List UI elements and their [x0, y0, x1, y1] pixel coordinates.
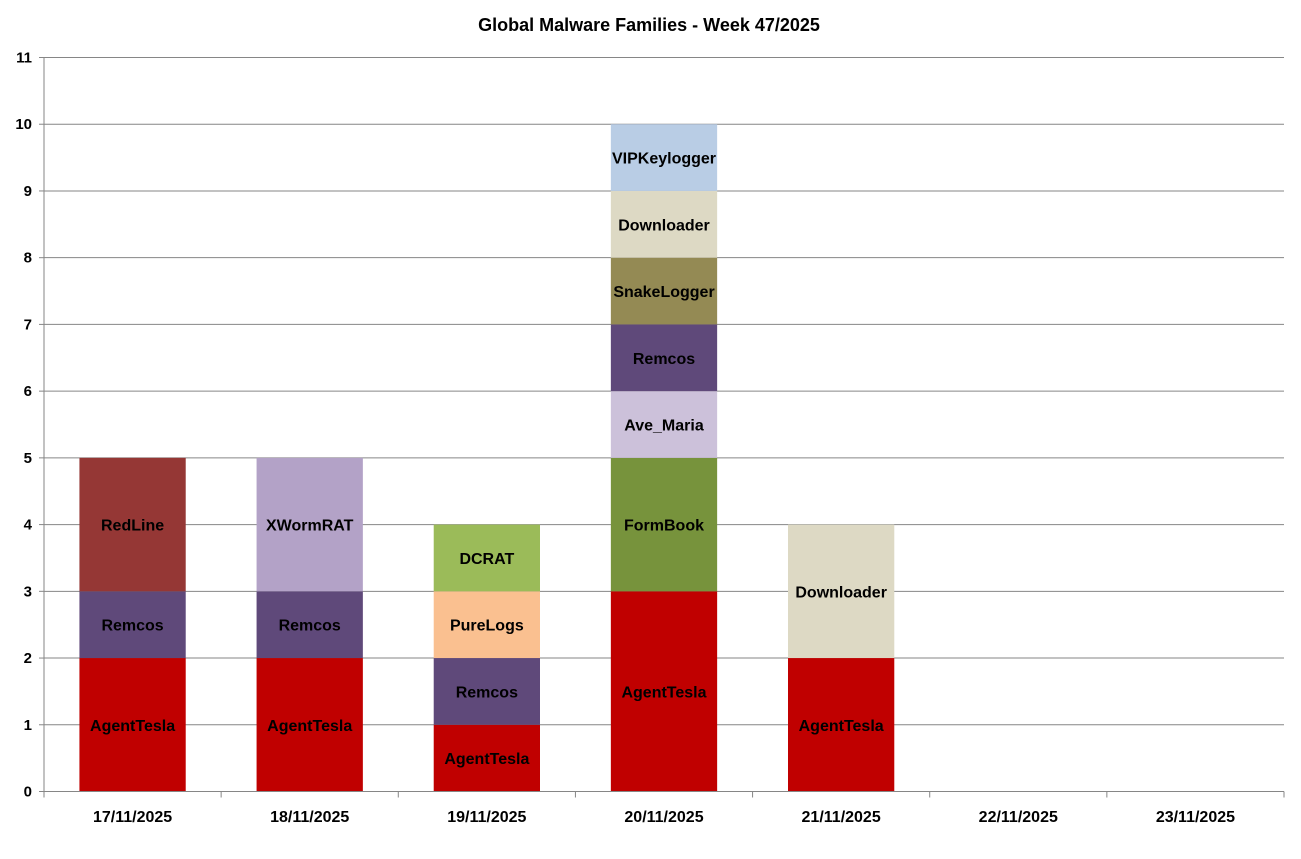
y-tick-label-3: 3	[24, 583, 32, 600]
data-label-18/11/2025-AgentTesla: AgentTesla	[267, 718, 352, 735]
data-label-20/11/2025-AgentTesla: AgentTesla	[621, 684, 706, 701]
x-tick-label-17/11/2025: 17/11/2025	[93, 809, 172, 826]
bar-segment-20/11/2025-FormBook	[610, 457, 718, 592]
y-tick-label-0: 0	[24, 784, 32, 801]
data-label-20/11/2025-Downloader: Downloader	[618, 217, 710, 234]
data-label-18/11/2025-XWormRAT: XWormRAT	[266, 518, 354, 535]
y-tick-label-6: 6	[24, 383, 32, 400]
bars: AgentTesla Remcos RedLine AgentTesla Remcos X…	[79, 124, 895, 792]
x-tick-label-18/11/2025: 18/11/2025	[270, 809, 349, 826]
data-label-19/11/2025-PureLogs: PureLogs	[450, 618, 524, 635]
data-label-21/11/2025-Downloader: Downloader	[795, 584, 887, 601]
data-label-20/11/2025-Remcos: Remcos	[633, 351, 695, 368]
x-axis-tick-labels: 17/11/2025 18/11/2025 19/11/2025 20/11/2025…	[93, 809, 1235, 826]
bar-segment-21/11/2025-AgentTesla	[788, 658, 895, 792]
bar-segment-20/11/2025-Downloader	[610, 190, 718, 258]
y-tick-label-7: 7	[24, 316, 32, 333]
bar-segment-20/11/2025-AgentTesla	[610, 591, 718, 792]
data-label-21/11/2025-AgentTesla: AgentTesla	[799, 718, 884, 735]
bar-segment-20/11/2025-Remcos	[610, 324, 718, 392]
y-tick-label-5: 5	[24, 450, 32, 467]
bar-segment-19/11/2025-PureLogs	[433, 591, 540, 659]
bar-segment-18/11/2025-Remcos	[256, 591, 363, 659]
data-label-17/11/2025-RedLine: RedLine	[101, 518, 164, 535]
bar-segment-21/11/2025-Downloader	[788, 524, 895, 659]
y-axis-tick-labels: 0 1 2 3 4 5 6 7 8 9 10 11	[15, 50, 32, 801]
bar-segment-19/11/2025-DCRAT	[433, 524, 540, 592]
data-label-20/11/2025-FormBook: FormBook	[624, 518, 704, 535]
x-tick-label-21/11/2025: 21/11/2025	[802, 809, 881, 826]
y-tick-label-9: 9	[24, 183, 32, 200]
data-label-18/11/2025-Remcos: Remcos	[279, 618, 341, 635]
data-label-20/11/2025-SnakeLogger: SnakeLogger	[613, 284, 714, 301]
y-tick-label-4: 4	[24, 517, 33, 534]
y-tick-label-1: 1	[24, 717, 32, 734]
bar-segment-18/11/2025-XWormRAT	[256, 457, 363, 592]
data-label-19/11/2025-DCRAT: DCRAT	[459, 551, 514, 568]
x-tick-label-22/11/2025: 22/11/2025	[979, 809, 1058, 826]
axes	[39, 57, 1285, 798]
x-tick-label-23/11/2025: 23/11/2025	[1156, 809, 1235, 826]
bar-segment-20/11/2025-SnakeLogger	[610, 257, 718, 325]
bar-segment-19/11/2025-Remcos	[433, 658, 540, 725]
data-label-17/11/2025-Remcos: Remcos	[101, 618, 163, 635]
y-tick-label-10: 10	[15, 116, 32, 133]
bar-segment-20/11/2025-VIPKeylogger	[610, 124, 718, 191]
y-tick-label-2: 2	[24, 650, 32, 667]
data-label-19/11/2025-AgentTesla: AgentTesla	[444, 751, 529, 768]
chart-title: Global Malware Families - Week 47/2025	[478, 15, 820, 35]
data-label-20/11/2025-VIPKeylogger: VIPKeylogger	[612, 151, 716, 168]
bar-segment-17/11/2025-AgentTesla	[79, 658, 186, 792]
bar-segment-18/11/2025-AgentTesla	[256, 658, 363, 792]
y-tick-label-11: 11	[16, 50, 32, 67]
data-label-20/11/2025-Ave_Maria: Ave_Maria	[624, 418, 704, 435]
bar-segment-17/11/2025-RedLine	[79, 457, 186, 592]
bar-segment-17/11/2025-Remcos	[79, 591, 186, 659]
bar-segment-19/11/2025-AgentTesla	[433, 724, 540, 792]
y-tick-label-8: 8	[24, 250, 32, 267]
bar-segment-20/11/2025-Ave_Maria	[610, 391, 718, 458]
x-tick-label-20/11/2025: 20/11/2025	[624, 809, 703, 826]
data-label-19/11/2025-Remcos: Remcos	[456, 684, 518, 701]
data-label-17/11/2025-AgentTesla: AgentTesla	[90, 718, 175, 735]
x-tick-label-19/11/2025: 19/11/2025	[447, 809, 526, 826]
